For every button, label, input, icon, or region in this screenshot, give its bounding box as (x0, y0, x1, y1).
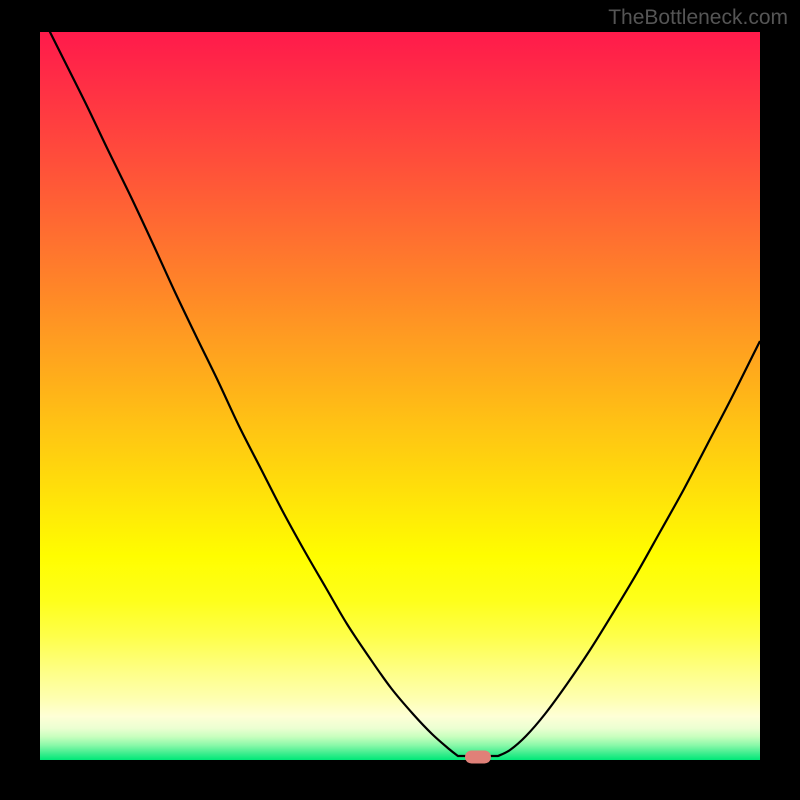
bottleneck-chart (0, 0, 800, 800)
optimal-point-marker (465, 751, 491, 764)
chart-container: TheBottleneck.com (0, 0, 800, 800)
watermark-text: TheBottleneck.com (608, 6, 788, 30)
chart-plot-area (40, 32, 760, 760)
